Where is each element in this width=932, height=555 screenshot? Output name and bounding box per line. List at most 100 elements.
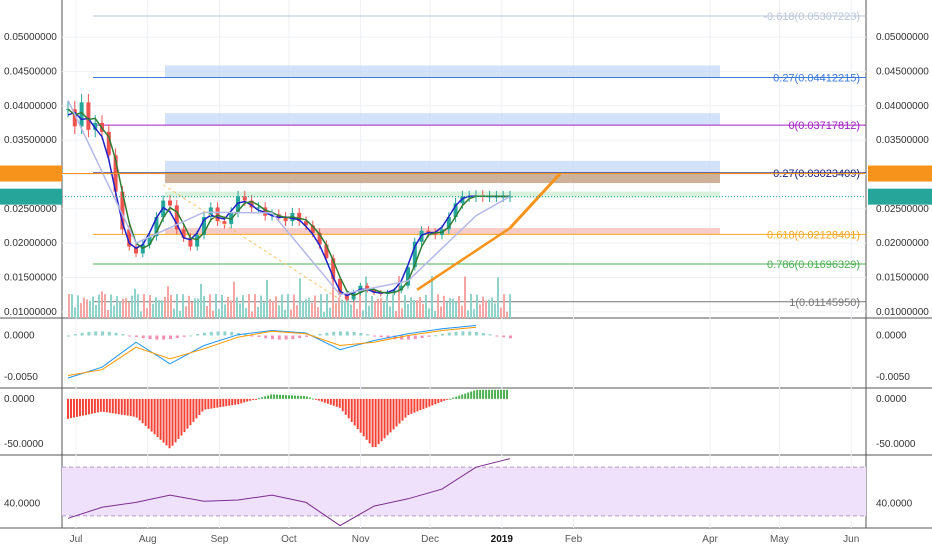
y-tick-label-left: 0.01500000 — [4, 272, 57, 283]
osc-bar — [255, 398, 258, 400]
osc-bar — [425, 398, 428, 408]
candle-body — [188, 237, 193, 247]
osc-bar — [87, 398, 90, 415]
y-tick-label-left: 0.03500000 — [4, 135, 57, 146]
osc-bar — [123, 398, 126, 416]
volume-bar — [200, 283, 202, 318]
macd-hist-bar — [155, 335, 159, 340]
volume-bar — [92, 296, 94, 318]
osc-bar — [186, 398, 189, 429]
osc-bar — [323, 398, 326, 403]
candle-body — [154, 217, 159, 237]
volume-bar — [116, 296, 118, 318]
macd-hist-bar — [318, 333, 322, 336]
volume-bar — [362, 310, 364, 318]
osc-bar — [237, 398, 240, 405]
volume-bar — [464, 276, 466, 318]
volume-bar — [152, 303, 154, 318]
volume-bar — [77, 295, 79, 318]
candle-body — [453, 203, 458, 218]
candle-body — [236, 196, 240, 213]
macd-hist-bar — [80, 332, 84, 336]
volume-bar — [308, 297, 310, 318]
osc-bar — [320, 398, 323, 402]
volume-bar — [185, 306, 187, 318]
volume-bar — [500, 307, 502, 318]
volume-bar — [203, 295, 205, 318]
osc-bar — [368, 398, 371, 444]
volume-bar — [380, 298, 382, 318]
x-tick-label: Sep — [211, 534, 229, 545]
volume-bar — [275, 296, 277, 318]
macd-hist-bar — [243, 334, 247, 336]
volume-bar — [287, 294, 289, 318]
macd-hist-bar — [291, 335, 295, 340]
osc-bar — [302, 396, 305, 399]
macd-hist-bar — [447, 332, 451, 336]
candle-body — [317, 232, 322, 245]
volume-bar — [272, 301, 274, 318]
volume-bar — [68, 294, 70, 318]
osc-bar — [276, 394, 279, 399]
x-tick-label: Feb — [565, 534, 583, 545]
osc-y-tick-left: 0.0000 — [4, 394, 35, 405]
osc-bar — [332, 398, 335, 406]
macd-hist-bar — [264, 335, 268, 339]
volume-bar — [341, 299, 343, 318]
volume-bar — [197, 298, 199, 318]
osc-bar — [270, 394, 273, 399]
osc-bar — [105, 398, 108, 413]
osc-bar — [117, 398, 120, 415]
macd-hist-bar — [182, 335, 186, 337]
y-tick-label-right: 0.04000000 — [876, 101, 929, 112]
osc-bar — [207, 398, 210, 410]
volume-bar — [191, 302, 193, 318]
macd-hist-bar — [379, 335, 383, 338]
osc-bar — [159, 398, 162, 440]
fib-level-label: 0.786(0.01696329) — [767, 259, 860, 271]
volume-bar — [269, 299, 271, 318]
osc-bar — [135, 398, 138, 418]
osc-bar — [141, 398, 144, 424]
osc-bar — [153, 398, 156, 435]
volume-bar — [347, 296, 349, 318]
volume-bar — [218, 308, 220, 318]
osc-bar — [72, 398, 75, 418]
osc-bar — [228, 398, 231, 406]
y-tick-label-right: 0.02500000 — [876, 204, 929, 215]
macd-hist-bar — [121, 334, 125, 336]
volume-bar — [104, 294, 106, 318]
volume-bar — [311, 302, 313, 318]
osc-bar — [84, 398, 87, 415]
volume-bar — [101, 291, 103, 318]
macd-hist-bar — [339, 331, 342, 336]
volume-bar — [323, 311, 325, 318]
volume-bar — [179, 310, 181, 318]
volume-bar — [212, 310, 214, 318]
osc-bar — [165, 398, 168, 446]
macd-hist-bar — [216, 331, 220, 336]
y-tick-label-right: 0.05000000 — [876, 32, 929, 43]
volume-bar — [383, 302, 385, 318]
candle-body — [134, 246, 138, 254]
candle-body — [399, 285, 404, 291]
volume-bar — [125, 298, 127, 318]
volume-bar — [83, 297, 85, 318]
x-tick-label: Jul — [70, 534, 83, 545]
osc-bar — [243, 398, 246, 403]
volume-bar — [299, 278, 301, 318]
volume-bar — [236, 297, 238, 318]
osc-bar — [473, 390, 476, 399]
macd-hist-bar — [94, 331, 98, 336]
osc-bar — [317, 398, 320, 401]
volume-bar — [386, 295, 388, 318]
macd-hist-bar — [250, 335, 254, 337]
osc-bar — [446, 398, 449, 400]
y-tick-label-right: 0.03500000 — [876, 135, 929, 146]
osc-bar — [162, 398, 165, 443]
volume-bar — [113, 305, 115, 318]
osc-bar — [78, 398, 81, 417]
fib-level-label: -0.618(0.05307223) — [763, 11, 860, 23]
volume-bar — [422, 303, 424, 318]
